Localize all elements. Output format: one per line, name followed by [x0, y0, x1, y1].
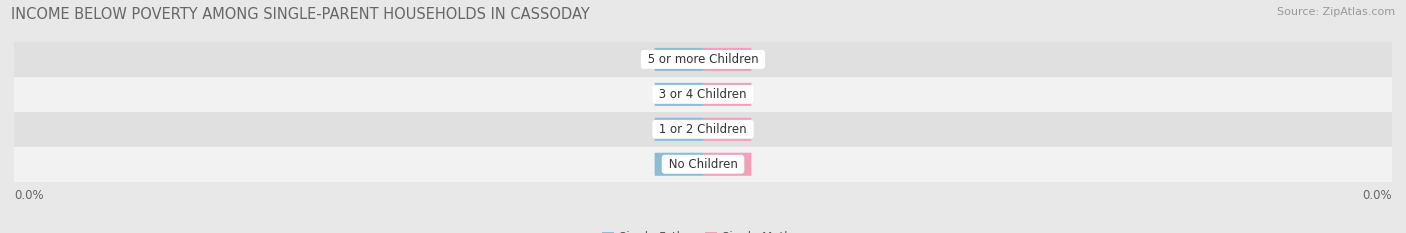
FancyBboxPatch shape — [703, 153, 751, 176]
Text: 0.0%: 0.0% — [713, 124, 741, 134]
Text: 0.0%: 0.0% — [665, 89, 693, 99]
Text: 0.0%: 0.0% — [713, 159, 741, 169]
FancyBboxPatch shape — [703, 83, 751, 106]
Text: 1 or 2 Children: 1 or 2 Children — [655, 123, 751, 136]
Text: 0.0%: 0.0% — [713, 55, 741, 64]
Text: 5 or more Children: 5 or more Children — [644, 53, 762, 66]
FancyBboxPatch shape — [703, 118, 751, 141]
FancyBboxPatch shape — [655, 153, 703, 176]
Text: 3 or 4 Children: 3 or 4 Children — [655, 88, 751, 101]
Bar — [14, 147, 1392, 182]
Text: INCOME BELOW POVERTY AMONG SINGLE-PARENT HOUSEHOLDS IN CASSODAY: INCOME BELOW POVERTY AMONG SINGLE-PARENT… — [11, 7, 591, 22]
Text: 0.0%: 0.0% — [665, 159, 693, 169]
Text: 0.0%: 0.0% — [665, 124, 693, 134]
Text: 0.0%: 0.0% — [665, 55, 693, 64]
FancyBboxPatch shape — [655, 48, 703, 71]
Text: No Children: No Children — [665, 158, 741, 171]
FancyBboxPatch shape — [655, 83, 703, 106]
Text: 0.0%: 0.0% — [713, 89, 741, 99]
Text: 0.0%: 0.0% — [14, 189, 44, 202]
FancyBboxPatch shape — [703, 48, 751, 71]
Text: 0.0%: 0.0% — [1362, 189, 1392, 202]
Bar — [14, 42, 1392, 77]
Bar — [14, 112, 1392, 147]
Legend: Single Father, Single Mother: Single Father, Single Mother — [598, 226, 808, 233]
Bar — [14, 77, 1392, 112]
Text: Source: ZipAtlas.com: Source: ZipAtlas.com — [1277, 7, 1395, 17]
FancyBboxPatch shape — [655, 118, 703, 141]
